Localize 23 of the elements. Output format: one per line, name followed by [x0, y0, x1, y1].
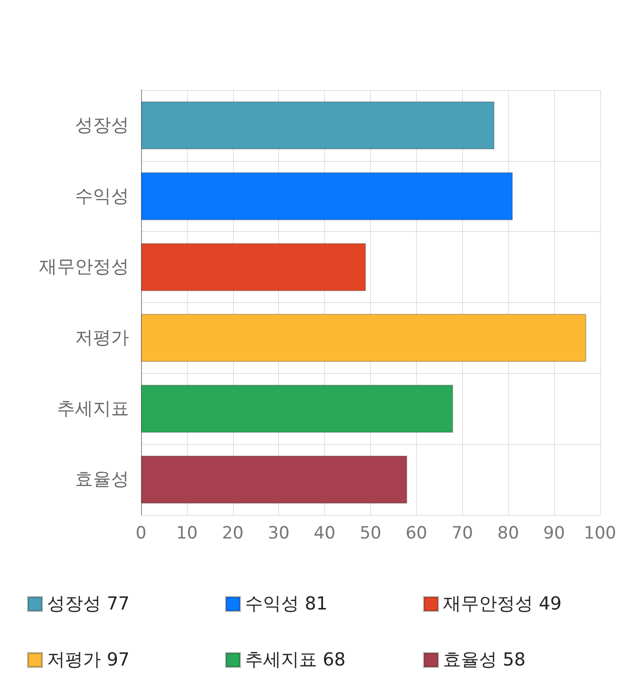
x-tick-label: 50: [360, 524, 382, 544]
y-tick-label: 성장성: [75, 114, 129, 136]
legend-label: 저평가 97: [47, 650, 130, 670]
x-tick-label: 70: [451, 524, 474, 544]
legend-label: 성장성 77: [47, 594, 130, 614]
legend-label: 수익성 81: [245, 594, 328, 614]
y-tick-label: 수익성: [75, 186, 129, 207]
y-tick-label: 재무안정성: [39, 256, 129, 278]
y-tick-label: 추세지표: [57, 398, 129, 420]
y-tick-label: 효율성: [75, 469, 129, 490]
y-tick-label: 저평가: [75, 327, 129, 348]
legend-label: 추세지표 68: [245, 650, 346, 670]
x-tick-label: 0: [136, 524, 146, 544]
legend-label: 효율성 58: [443, 650, 526, 670]
x-tick-label: 30: [268, 524, 290, 544]
x-tick-label: 60: [406, 524, 428, 544]
x-tick-label: 100: [584, 524, 616, 544]
x-tick-label: 10: [176, 524, 198, 544]
legend-label: 재무안정성 49: [443, 594, 562, 614]
x-tick-label: 80: [497, 524, 520, 544]
x-tick-label: 90: [543, 524, 565, 544]
x-tick-label: 40: [314, 524, 336, 544]
x-tick-label: 20: [222, 524, 244, 544]
